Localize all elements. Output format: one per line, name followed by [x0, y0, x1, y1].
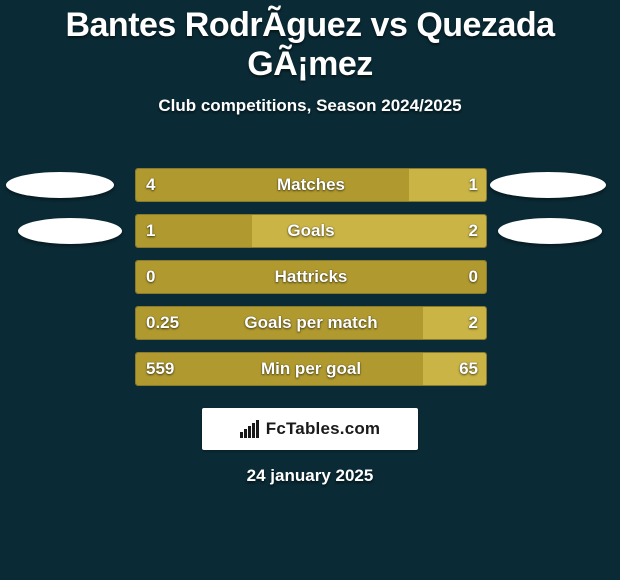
date-label: 24 january 2025: [0, 466, 620, 486]
metric-row: 0 0 Hattricks: [0, 252, 620, 298]
value-right: 2: [469, 313, 478, 333]
metric-bar: 4 1 Matches: [135, 168, 487, 202]
value-right: 2: [469, 221, 478, 241]
metric-row: 1 2 Goals: [0, 206, 620, 252]
player-shape-right: [490, 172, 606, 198]
metric-label: Min per goal: [261, 359, 361, 379]
value-left: 0: [146, 267, 155, 287]
bars-icon: [240, 420, 262, 438]
player-shape-right: [498, 218, 602, 244]
value-right: 1: [469, 175, 478, 195]
value-left: 4: [146, 175, 155, 195]
value-right: 0: [469, 267, 478, 287]
metric-row: 559 65 Min per goal: [0, 344, 620, 390]
metrics-container: 4 1 Matches 1 2 Goals 0 0 Hattricks 0.25 2 Goals pe…: [0, 160, 620, 390]
metric-row: 4 1 Matches: [0, 160, 620, 206]
metric-label: Goals per match: [244, 313, 377, 333]
metric-label: Hattricks: [275, 267, 348, 287]
metric-bar: 1 2 Goals: [135, 214, 487, 248]
value-right: 65: [459, 359, 478, 379]
metric-bar: 559 65 Min per goal: [135, 352, 487, 386]
page-title: Bantes RodrÃ­guez vs Quezada GÃ¡mez: [0, 6, 620, 84]
player-shape-left: [18, 218, 122, 244]
metric-label: Goals: [287, 221, 334, 241]
value-left: 1: [146, 221, 155, 241]
value-left: 0.25: [146, 313, 179, 333]
branding-text: FcTables.com: [266, 419, 381, 439]
bar-left-fill: [136, 169, 409, 201]
metric-row: 0.25 2 Goals per match: [0, 298, 620, 344]
metric-label: Matches: [277, 175, 345, 195]
metric-bar: 0 0 Hattricks: [135, 260, 487, 294]
branding-badge: FcTables.com: [202, 408, 418, 450]
player-shape-left: [6, 172, 114, 198]
value-left: 559: [146, 359, 174, 379]
page-subtitle: Club competitions, Season 2024/2025: [0, 96, 620, 116]
metric-bar: 0.25 2 Goals per match: [135, 306, 487, 340]
